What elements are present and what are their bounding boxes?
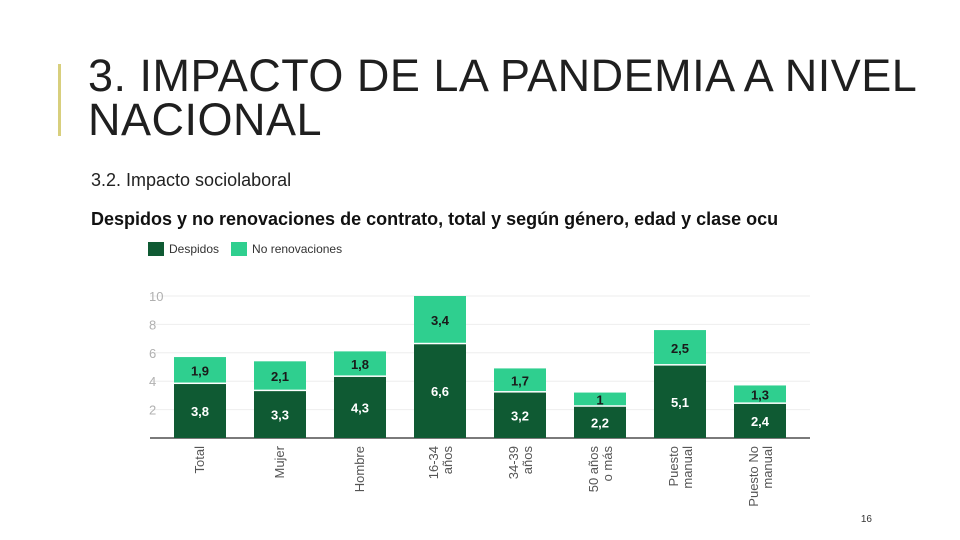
bar-value-label: 2,5 xyxy=(671,341,689,356)
bar-despidos xyxy=(334,376,386,438)
y-tick-label: 6 xyxy=(149,346,156,361)
bar-value-label: 3,3 xyxy=(271,408,289,423)
category-label-line: manual xyxy=(680,446,695,489)
bar-value-label: 1,3 xyxy=(751,388,769,403)
bar-no-renovaciones xyxy=(174,357,226,383)
bar-despidos xyxy=(254,391,306,438)
category-label-line: años xyxy=(440,446,455,475)
bar-despidos xyxy=(414,344,466,438)
bar-no-renovaciones xyxy=(574,392,626,406)
category-label-line: 16-34 xyxy=(426,446,441,479)
y-tick-label: 4 xyxy=(149,374,156,389)
category-label-line: 50 años xyxy=(586,446,601,493)
bar-value-label: 1,7 xyxy=(511,373,529,388)
bar-no-renovaciones xyxy=(654,330,706,365)
bar-value-label: 1 xyxy=(596,393,603,408)
category-label-line: Hombre xyxy=(352,446,367,492)
bar-despidos xyxy=(494,392,546,438)
bar-value-label: 3,8 xyxy=(191,404,209,419)
bar-no-renovaciones xyxy=(414,296,466,343)
category-label-line: o más xyxy=(600,446,615,482)
category-label-line: Total xyxy=(192,446,207,474)
bar-despidos xyxy=(574,406,626,438)
category-label: Puesto Nomanual xyxy=(746,446,775,507)
category-label: Total xyxy=(192,446,207,474)
category-label: Mujer xyxy=(272,445,287,478)
bar-despidos xyxy=(654,365,706,438)
stacked-bar-chart: 2 4 6 8 10 3,8 1,9 Total 3,3 2,1 Mujer 4,3 1,8 Hombre… xyxy=(149,289,810,507)
page-number: 16 xyxy=(860,514,872,525)
category-label: 16-34años xyxy=(426,446,455,480)
chart-description: Despidos y no renovaciones de contrato, … xyxy=(91,209,779,229)
bar-value-label: 3,4 xyxy=(431,313,450,328)
legend-item-despidos: Despidos xyxy=(148,242,219,256)
category-label: 50 añoso más xyxy=(586,446,615,493)
bar-no-renovaciones xyxy=(334,351,386,376)
category-label-line: manual xyxy=(760,446,775,489)
y-tick-label: 10 xyxy=(149,289,163,304)
bar-value-label: 1,8 xyxy=(351,357,369,372)
bar-value-label: 3,2 xyxy=(511,408,529,423)
bar-value-label: 2,1 xyxy=(271,369,289,384)
slide-subtitle: 3.2. Impacto sociolaboral xyxy=(91,170,292,190)
y-tick-label: 2 xyxy=(149,403,156,418)
bar-value-label: 4,3 xyxy=(351,400,369,415)
bar-despidos xyxy=(174,384,226,438)
bar-despidos xyxy=(734,403,786,438)
category-label-line: 34-39 xyxy=(506,446,521,479)
bar-value-label: 2,2 xyxy=(591,415,609,430)
slide-title: 3. IMPACTO DE LA PANDEMIA A NIVEL NACION… xyxy=(88,50,916,145)
bar-no-renovaciones xyxy=(254,361,306,390)
bar-value-label: 1,9 xyxy=(191,364,209,379)
title-accent-bar xyxy=(58,64,61,136)
bar-value-label: 2,4 xyxy=(751,414,770,429)
category-label-line: Puesto No xyxy=(746,446,761,507)
chart-legend: Despidos No renovaciones xyxy=(148,240,357,258)
legend-label-despidos: Despidos xyxy=(169,242,220,256)
bar-no-renovaciones xyxy=(494,368,546,392)
category-label: 34-39años xyxy=(506,446,535,480)
legend-label-no-renovaciones: No renovaciones xyxy=(252,242,343,256)
category-label-line: Mujer xyxy=(272,445,287,478)
legend-item-no-renovaciones: No renovaciones xyxy=(231,242,342,256)
category-label-line: Puesto xyxy=(666,446,681,486)
y-tick-label: 8 xyxy=(149,317,156,332)
category-label: Puestomanual xyxy=(666,446,695,489)
category-label: Hombre xyxy=(352,446,367,492)
bar-value-label: 6,6 xyxy=(431,384,449,399)
bar-no-renovaciones xyxy=(734,385,786,403)
bar-value-label: 5,1 xyxy=(671,395,689,410)
legend-swatch-no-renovaciones xyxy=(231,242,248,256)
category-label-line: años xyxy=(520,446,535,475)
legend-swatch-despidos xyxy=(148,242,164,256)
